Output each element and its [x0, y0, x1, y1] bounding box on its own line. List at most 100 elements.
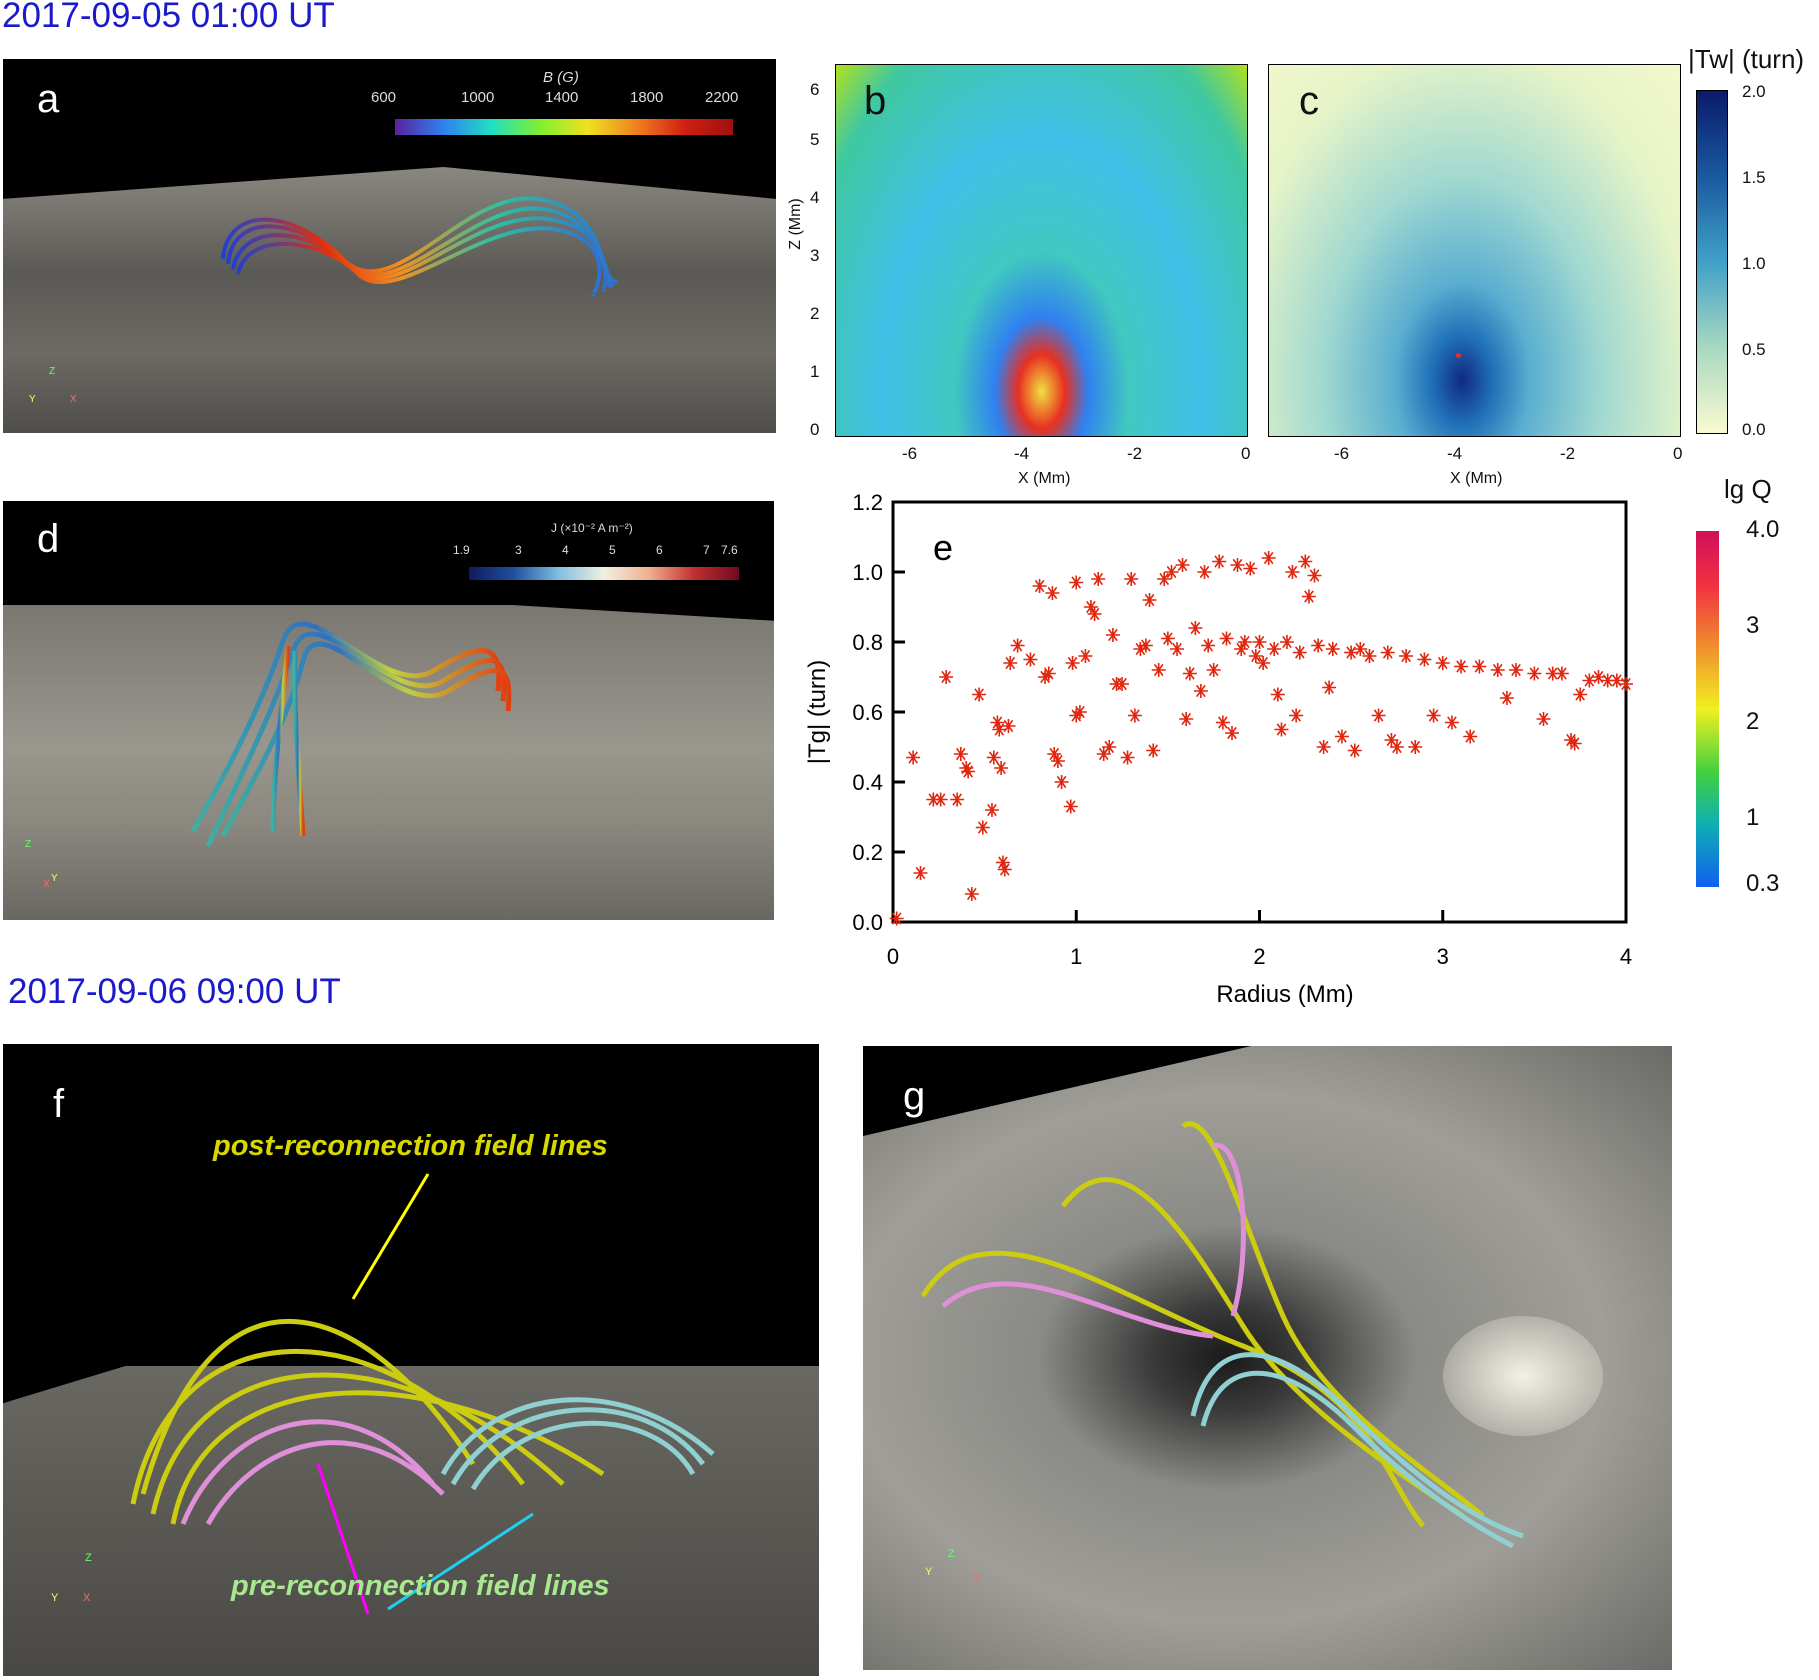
colorbar-tick: 3	[1746, 612, 1760, 639]
scatter-point	[1325, 642, 1340, 656]
scatter-point	[1536, 712, 1551, 726]
y-tick: 2	[810, 304, 820, 323]
scatter-point	[1157, 572, 1172, 586]
y-tick-label: 1.0	[852, 560, 883, 585]
x-tick: -2	[1560, 444, 1576, 463]
y-tick-label: 0.2	[852, 840, 883, 865]
scatter-point	[1087, 607, 1102, 621]
scatter-point	[1573, 687, 1588, 702]
scatter-point	[1096, 747, 1111, 761]
scatter-point	[1371, 708, 1386, 723]
scatter-point	[1380, 645, 1395, 660]
scatter-point	[1490, 663, 1505, 677]
scatter-point	[1069, 575, 1084, 590]
panel-g-label: g	[903, 1074, 926, 1118]
scatter-point	[1362, 649, 1377, 663]
scatter-point	[1201, 638, 1216, 653]
axis-x-label: X	[83, 1592, 91, 1604]
scatter-point	[1554, 666, 1569, 681]
lgq-colorbar-title: lg Q	[1724, 474, 1772, 504]
photosphere-surface	[3, 167, 776, 433]
scatter-point	[1499, 691, 1514, 705]
scatter-point	[1463, 729, 1478, 744]
scatter-point	[953, 747, 968, 761]
scatter-point	[1170, 642, 1185, 656]
scatter-point	[961, 764, 976, 779]
colorbar-j	[469, 567, 739, 580]
axis-x-label: X	[70, 394, 77, 405]
field-lines-a	[221, 196, 619, 297]
scatter-point	[1279, 635, 1294, 649]
scatter-point	[1267, 642, 1282, 656]
panel-c-map: c	[1268, 64, 1681, 437]
scatter-point	[1435, 656, 1450, 670]
x-tick-label: 1	[1070, 944, 1082, 969]
panel-b-map: b	[835, 64, 1248, 437]
scatter-point	[1298, 554, 1313, 569]
date-title-first: 2017-09-05 01:00 UT	[2, 0, 335, 35]
field-lines-g	[920, 1121, 1524, 1549]
scatter-point	[964, 887, 979, 901]
panel-e-label: e	[933, 527, 953, 568]
scatter-point	[1188, 621, 1203, 635]
x-axis-title: Radius (Mm)	[1216, 981, 1353, 1008]
post-reconnection-label: post-reconnection field lines	[213, 1130, 608, 1162]
scatter-point	[1274, 722, 1289, 737]
y-tick: 4	[810, 188, 820, 207]
y-tick-label: 0.0	[852, 910, 883, 935]
colorbar-b	[395, 119, 733, 135]
scatter-point	[1344, 645, 1359, 660]
colorbar-tick: 2.0	[1742, 82, 1766, 101]
scatter-point	[1243, 561, 1258, 576]
axis-z-label: Z	[25, 839, 32, 850]
scatter-point	[1353, 642, 1368, 656]
arrow-pre-cyan	[387, 1512, 534, 1611]
scatter-point	[1003, 656, 1018, 670]
colorbar-tick: 5	[609, 543, 616, 557]
x-tick-label: 2	[1253, 944, 1265, 969]
scatter-point	[1545, 666, 1560, 681]
scatter-point	[926, 792, 941, 807]
axis-x-label: X	[973, 1572, 981, 1584]
scatter-point	[1384, 733, 1399, 747]
scatter-point	[1206, 663, 1221, 677]
scatter-point	[1023, 652, 1038, 667]
scatter-point	[913, 866, 928, 880]
scatter-point	[1164, 565, 1179, 579]
y-axis-title: |Tg| (turn)	[804, 660, 831, 764]
scatter-point	[1454, 659, 1469, 674]
scatter-point	[950, 792, 965, 807]
scatter-point	[1032, 579, 1047, 593]
scatter-point	[1307, 568, 1322, 583]
scatter-point	[1334, 729, 1349, 744]
y-tick: 0	[810, 420, 820, 439]
colorbar-tick: 0.3	[1746, 870, 1780, 897]
scatter-point	[1256, 656, 1271, 670]
scatter-point	[990, 715, 1005, 730]
axis-x-label: X	[43, 879, 50, 890]
axis-y-label: Y	[925, 1566, 933, 1578]
scatter-point	[995, 855, 1010, 870]
scatter-point	[1124, 572, 1139, 586]
panel-g-render: g Z Y X	[863, 1046, 1672, 1670]
arrow-post	[351, 1173, 430, 1300]
colorbar-tick: 1.9	[453, 543, 470, 557]
scatter-point	[1151, 663, 1166, 677]
scatter-point	[1083, 600, 1098, 614]
y-tick: 3	[810, 246, 820, 265]
scatter-point	[1175, 558, 1190, 572]
panel-b-xlabel: X (Mm)	[1018, 470, 1071, 487]
field-lines-d	[190, 621, 512, 848]
scatter-point	[1120, 750, 1135, 765]
scatter-point	[1010, 638, 1025, 653]
scatter-point	[1301, 589, 1316, 604]
panel-a-label: a	[37, 77, 60, 121]
scatter-point	[986, 750, 1001, 765]
scatter-point	[1311, 638, 1326, 653]
lgq-colorbar	[1696, 531, 1719, 887]
scatter-point	[1050, 754, 1065, 768]
panel-d-label: d	[37, 517, 60, 561]
axis-z-label: Z	[49, 366, 56, 377]
scatter-point	[1426, 708, 1441, 723]
colorbar-tick: 0.5	[1742, 340, 1766, 359]
